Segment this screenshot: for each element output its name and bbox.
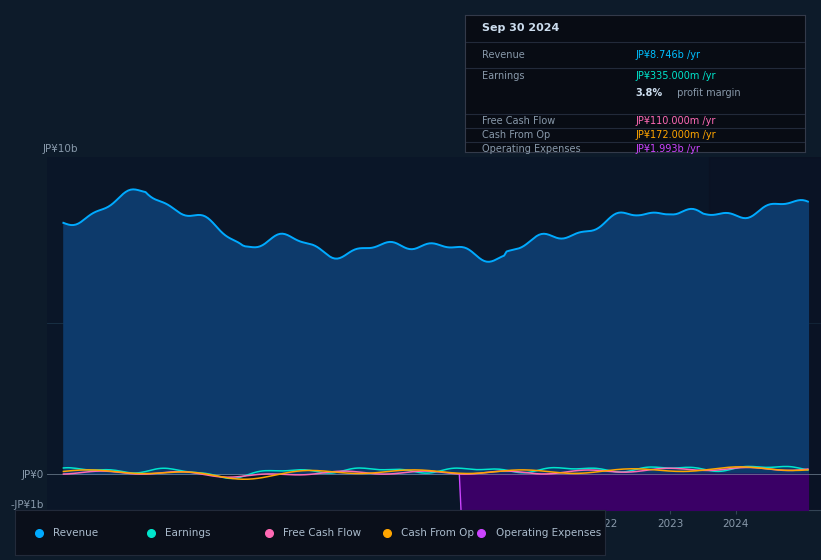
Text: Free Cash Flow: Free Cash Flow [482, 116, 555, 126]
Text: profit margin: profit margin [674, 88, 741, 98]
Text: JP¥8.746b /yr: JP¥8.746b /yr [635, 50, 700, 60]
Text: JP¥335.000m /yr: JP¥335.000m /yr [635, 71, 715, 81]
Text: Sep 30 2024: Sep 30 2024 [482, 23, 559, 33]
Text: Free Cash Flow: Free Cash Flow [283, 528, 361, 538]
Text: 3.8%: 3.8% [635, 88, 662, 98]
Text: Earnings: Earnings [166, 528, 211, 538]
Text: Earnings: Earnings [482, 71, 525, 81]
Text: JP¥110.000m /yr: JP¥110.000m /yr [635, 116, 715, 126]
Text: JP¥1.993b /yr: JP¥1.993b /yr [635, 143, 699, 153]
Text: Cash From Op: Cash From Op [401, 528, 475, 538]
Text: Cash From Op: Cash From Op [482, 130, 550, 140]
Text: Revenue: Revenue [53, 528, 99, 538]
Text: Operating Expenses: Operating Expenses [482, 143, 580, 153]
Text: Revenue: Revenue [482, 50, 525, 60]
Text: JP¥10b: JP¥10b [43, 144, 78, 154]
Text: JP¥172.000m /yr: JP¥172.000m /yr [635, 130, 716, 140]
Text: Operating Expenses: Operating Expenses [496, 528, 601, 538]
Bar [709, 157, 821, 510]
